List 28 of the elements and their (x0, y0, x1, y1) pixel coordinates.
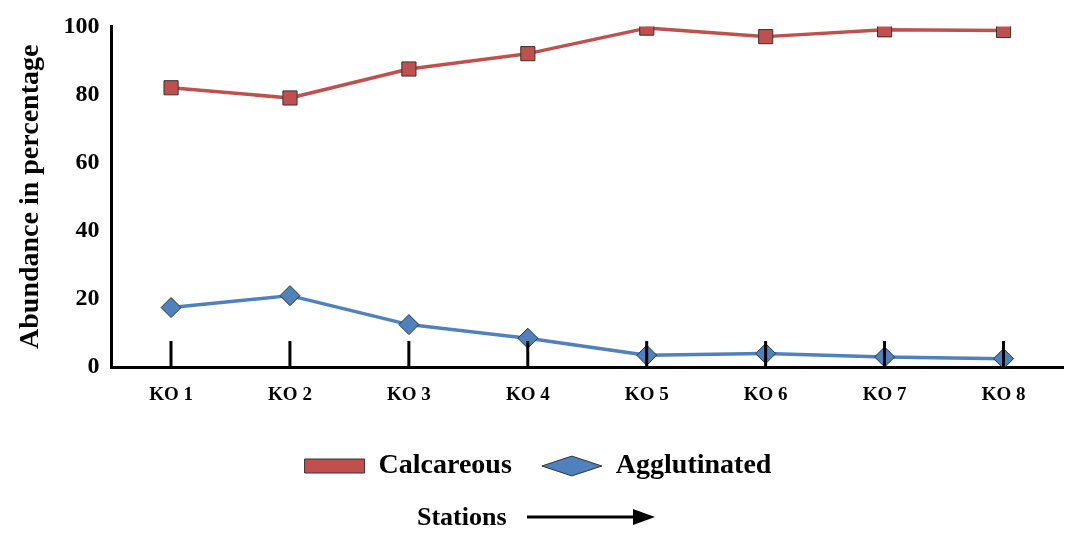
legend-label: Calcareous (378, 448, 512, 480)
y-tick-label: 40 (75, 216, 100, 243)
point (401, 61, 417, 77)
point (995, 26, 1012, 39)
y-tick-label: 0 (87, 352, 100, 379)
legend-label: Agglutinated (615, 448, 772, 480)
point (398, 314, 420, 336)
x-tick-label: KO 2 (268, 382, 312, 404)
x-tick-label: KO 4 (505, 382, 551, 404)
y-tick-label: 100 (63, 11, 100, 38)
x-axis-title: Stations (416, 502, 507, 532)
y-tick-label: 20 (75, 284, 100, 311)
point (282, 90, 298, 106)
y-tick-label: 80 (75, 79, 100, 106)
x-tick-label: KO 3 (387, 382, 431, 404)
point (160, 297, 182, 319)
point (163, 80, 179, 96)
x-tick-label: KO 6 (743, 382, 788, 404)
x-tick-label: KO 7 (862, 382, 908, 404)
point (758, 29, 774, 45)
point (517, 327, 539, 349)
point (520, 46, 536, 62)
x-tick-label: KO 5 (624, 382, 669, 404)
x-tick-label: KO 8 (981, 382, 1026, 404)
y-axis-title: Abundance in percentage (13, 44, 45, 349)
x-tick-label: KO 1 (149, 382, 193, 404)
y-tick-label: 60 (75, 147, 100, 174)
point (279, 285, 301, 307)
